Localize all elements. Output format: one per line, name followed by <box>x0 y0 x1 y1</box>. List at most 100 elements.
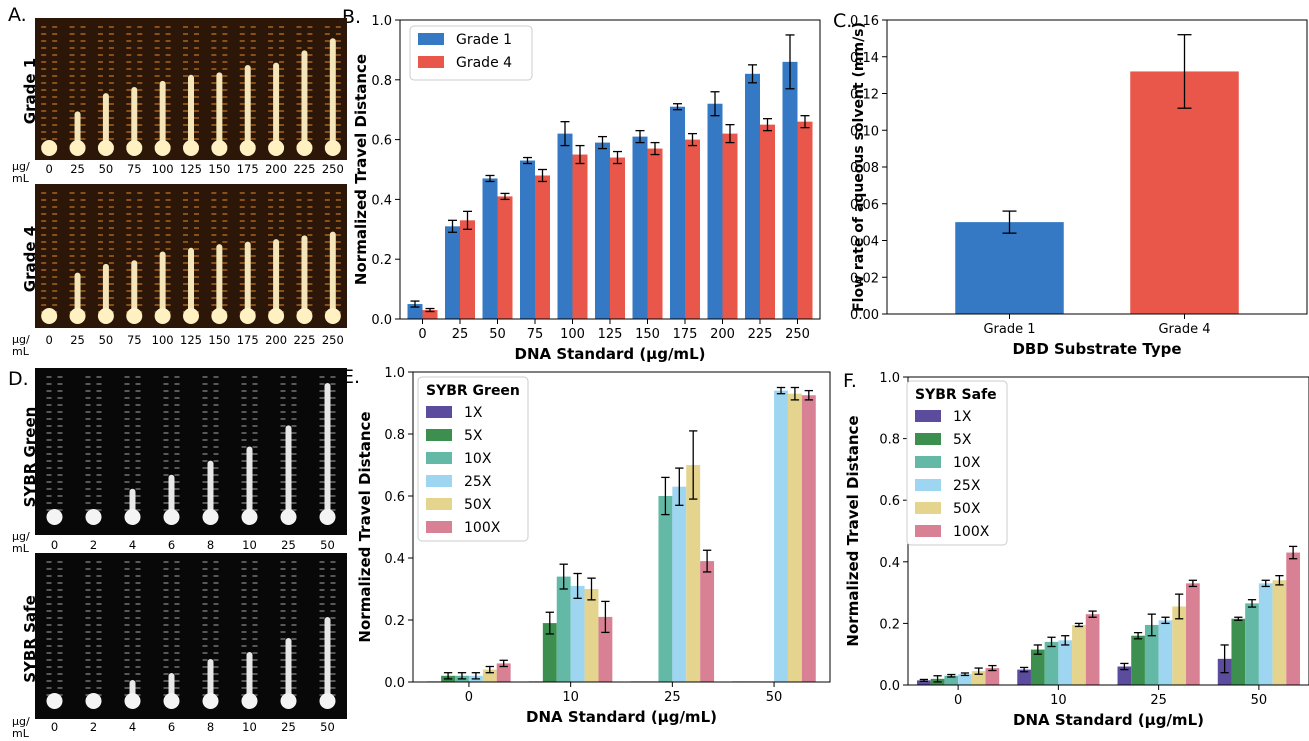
bar <box>407 304 423 319</box>
photo-tick-label: 100 <box>151 333 174 347</box>
strip-mark <box>165 213 171 215</box>
strip-mark <box>52 54 58 56</box>
strip-mark <box>96 495 102 497</box>
strip-mark <box>69 192 75 194</box>
strip-mark <box>268 234 274 236</box>
strip-mark <box>211 47 217 49</box>
strip-mark <box>85 596 91 598</box>
strip-mark <box>163 673 169 675</box>
strip-mark <box>46 439 52 441</box>
strip-mark <box>85 603 91 605</box>
x-tick-label: 0 <box>465 690 473 705</box>
strip-mark <box>330 460 336 462</box>
strip-mark <box>239 276 245 278</box>
strip-mark <box>46 425 52 427</box>
strip-mark <box>183 117 188 119</box>
strip-mark <box>335 297 341 299</box>
strip-mark <box>241 439 247 441</box>
strip-mark <box>252 582 258 584</box>
strip-mark <box>124 474 130 476</box>
y-tick-label: 0.0 <box>384 676 405 691</box>
x-axis-label: DNA Standard (μg/mL) <box>1013 711 1204 729</box>
strip-mark <box>291 582 297 584</box>
strip-mark <box>330 481 336 483</box>
strip-mark <box>163 502 169 504</box>
strip-mark <box>108 192 114 194</box>
strip-mark <box>335 248 341 250</box>
strip-mark <box>202 453 208 455</box>
strip-mark <box>194 220 199 222</box>
strip-mark <box>202 390 208 392</box>
chart-b-svg: 0.00.20.40.60.81.00 25 50 75 100 125 150 175 200… <box>352 14 821 363</box>
strip-mark <box>126 33 132 35</box>
strip-glow <box>285 638 292 701</box>
legend-swatch <box>915 525 941 537</box>
strip-mark <box>252 694 258 696</box>
strip-mark <box>52 138 58 140</box>
y-tick-label: 0.02 <box>850 271 879 286</box>
strip-mark <box>202 610 208 612</box>
strip-mark <box>319 561 325 563</box>
strip-glow <box>324 617 331 701</box>
photo-strip <box>268 26 285 156</box>
strip-mark <box>154 89 160 91</box>
strip-mark <box>96 659 102 661</box>
strip-mark <box>135 390 141 392</box>
strip-spot <box>211 308 228 324</box>
strip-mark <box>124 582 130 584</box>
strip-mark <box>279 110 285 112</box>
strip-mark <box>57 460 63 462</box>
strip-mark <box>163 460 169 462</box>
strip-mark <box>296 269 302 271</box>
strip-mark <box>57 617 63 619</box>
photo-tick-label: 100 <box>151 162 174 176</box>
strip-mark <box>183 192 188 194</box>
photo-strip <box>319 376 336 525</box>
strip-mark <box>174 568 180 570</box>
strip-mark <box>291 432 297 434</box>
strip-mark <box>307 255 313 257</box>
strip-spot <box>126 140 143 156</box>
strip-mark <box>307 192 313 194</box>
strip-mark <box>163 432 169 434</box>
strip-mark <box>135 453 141 455</box>
strip-mark <box>211 227 217 229</box>
strip-mark <box>97 276 103 278</box>
strip-mark <box>324 241 330 243</box>
strip-mark <box>85 411 91 413</box>
photo-strip <box>163 561 180 709</box>
strip-mark <box>279 290 285 292</box>
strip-mark <box>211 234 217 236</box>
strip-spot <box>97 308 114 324</box>
strip-mark <box>291 502 297 504</box>
strip-mark <box>296 47 302 49</box>
strip-mark <box>85 645 91 647</box>
strip-mark <box>108 234 114 236</box>
strip-mark <box>96 383 102 385</box>
strip-mark <box>124 418 130 420</box>
photo-strip <box>126 26 143 156</box>
bar <box>801 395 816 682</box>
strip-mark <box>124 645 130 647</box>
y-tick-label: 0.8 <box>879 433 900 448</box>
strip-mark <box>296 33 302 35</box>
strip-mark <box>124 624 130 626</box>
strip-mark <box>239 40 245 42</box>
strip-spot <box>324 140 341 156</box>
strip-mark <box>319 596 325 598</box>
strip-mark <box>213 617 219 619</box>
strip-mark <box>239 33 245 35</box>
strip-mark <box>279 192 285 194</box>
y-axis-label: Normalized Travel Distance <box>844 415 862 646</box>
strip-mark <box>52 75 58 77</box>
strip-mark <box>183 61 188 63</box>
strip-mark <box>85 631 91 633</box>
strip-mark <box>319 481 325 483</box>
photo-tick-label: 50 <box>320 538 335 552</box>
strip-mark <box>250 241 256 243</box>
photo-strip <box>280 376 297 525</box>
strip-mark <box>165 110 171 112</box>
legend-title: SYBR Green <box>426 383 520 399</box>
strip-mark <box>211 248 217 250</box>
strip-mark <box>213 568 219 570</box>
